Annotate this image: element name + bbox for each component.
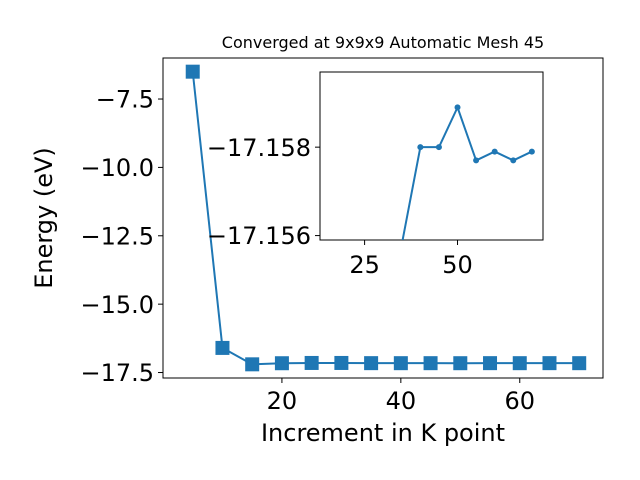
data-point (423, 356, 438, 371)
y-tick-label: −17.158 (207, 134, 311, 162)
series-line (401, 106, 533, 240)
y-tick-label: −17.156 (207, 222, 311, 250)
data-point (473, 157, 480, 164)
data-point (512, 356, 527, 371)
data-point (453, 356, 468, 371)
y-tick-label: −7.5 (96, 86, 154, 114)
data-point (454, 104, 461, 111)
inset-y-ticks: −17.158 −17.156 (207, 134, 320, 250)
inset-x-ticks: 25 50 (349, 240, 473, 279)
data-point (304, 355, 319, 370)
data-point (542, 356, 557, 371)
data-point (510, 157, 517, 164)
inset-plot: 25 50 −17.158 −17.156 (207, 71, 544, 279)
x-tick-label: 20 (267, 387, 298, 415)
data-point (215, 340, 230, 355)
data-point (572, 356, 587, 371)
x-tick-label: 25 (349, 251, 380, 279)
main-series (185, 64, 587, 372)
data-point (185, 64, 200, 79)
main-y-ticks: −7.5 −10.0 −12.5 −15.0 −17.5 (80, 86, 163, 387)
y-tick-label: −10.0 (80, 154, 154, 182)
data-point (491, 148, 498, 155)
y-tick-label: −12.5 (80, 222, 154, 250)
x-tick-label: 50 (442, 251, 473, 279)
y-tick-label: −17.5 (80, 359, 154, 387)
main-plot: 20 40 60 −7.5 −10.0 −12.5 −15.0 −17.5 (80, 57, 604, 415)
main-plot-frame (162, 57, 604, 379)
data-point (393, 356, 408, 371)
data-point (334, 355, 349, 370)
data-point (364, 356, 379, 371)
data-point (483, 356, 498, 371)
inset-plot-frame (319, 71, 544, 241)
inset-series (401, 104, 535, 240)
data-point (435, 144, 442, 151)
data-point (528, 148, 535, 155)
x-tick-label: 40 (386, 387, 417, 415)
main-x-ticks: 20 40 60 (267, 378, 535, 415)
data-point (274, 356, 289, 371)
chart-title: Converged at 9x9x9 Automatic Mesh 45 (222, 33, 544, 52)
data-point (245, 357, 260, 372)
y-tick-label: −15.0 (80, 291, 154, 319)
y-axis-label: Energy (eV) (30, 147, 58, 289)
data-point (417, 144, 424, 151)
x-axis-label: Increment in K point (261, 419, 505, 447)
x-tick-label: 60 (504, 387, 535, 415)
